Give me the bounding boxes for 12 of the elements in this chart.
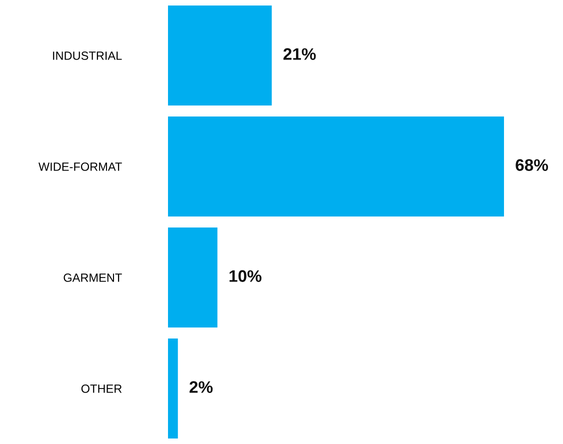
data-label: 10% xyxy=(230,270,262,282)
data-label: 68% xyxy=(516,159,548,171)
bar xyxy=(168,228,218,328)
y-tick-label: GARMENT xyxy=(64,274,122,282)
bar xyxy=(168,116,504,216)
bar xyxy=(168,6,272,106)
bar xyxy=(168,338,178,438)
data-label: 21% xyxy=(283,48,316,60)
data-label: 2% xyxy=(190,381,213,393)
y-tick-label: WIDE-FORMAT xyxy=(38,162,122,171)
y-tick-label: OTHER xyxy=(81,384,122,393)
y-tick-label: INDUSTRIAL xyxy=(53,52,122,60)
